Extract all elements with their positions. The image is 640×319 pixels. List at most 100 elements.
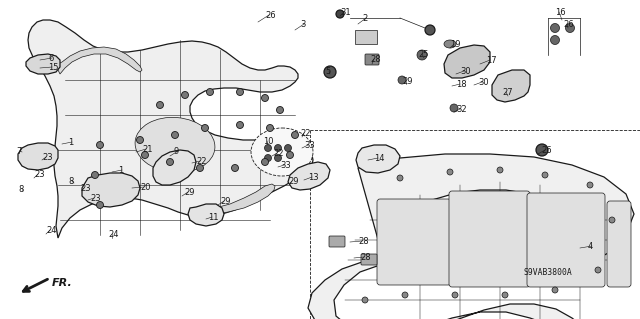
Circle shape: [237, 88, 243, 95]
Circle shape: [502, 292, 508, 298]
Polygon shape: [444, 45, 490, 78]
Text: 9: 9: [174, 147, 179, 156]
Text: 22: 22: [300, 129, 310, 138]
Text: 24: 24: [46, 226, 56, 235]
Polygon shape: [18, 143, 58, 170]
Circle shape: [291, 131, 298, 138]
Text: 33: 33: [280, 161, 291, 170]
Circle shape: [550, 35, 559, 44]
Circle shape: [266, 124, 273, 131]
Circle shape: [141, 152, 148, 159]
Polygon shape: [308, 154, 634, 319]
Polygon shape: [192, 184, 275, 215]
Text: 3: 3: [300, 20, 305, 29]
Ellipse shape: [251, 128, 313, 176]
Circle shape: [92, 172, 99, 179]
Circle shape: [207, 88, 214, 95]
Text: 19: 19: [450, 40, 461, 49]
Text: 20: 20: [140, 183, 150, 192]
FancyBboxPatch shape: [365, 54, 379, 65]
Circle shape: [595, 267, 601, 273]
Text: 10: 10: [263, 137, 273, 146]
Text: 4: 4: [588, 242, 593, 251]
Circle shape: [336, 10, 344, 18]
Polygon shape: [356, 145, 400, 173]
Text: 7: 7: [16, 147, 21, 156]
Text: 33: 33: [304, 141, 315, 150]
Text: 16: 16: [555, 8, 566, 17]
Text: 28: 28: [360, 253, 371, 262]
FancyBboxPatch shape: [607, 201, 631, 287]
Text: 29: 29: [402, 77, 413, 86]
Polygon shape: [58, 47, 142, 74]
Text: 28: 28: [370, 55, 381, 64]
Circle shape: [275, 154, 282, 161]
Text: 29: 29: [184, 188, 195, 197]
Circle shape: [566, 24, 575, 33]
Text: 21: 21: [142, 145, 152, 154]
Circle shape: [196, 165, 204, 172]
Circle shape: [157, 101, 163, 108]
Text: 26: 26: [265, 11, 276, 20]
Text: 26: 26: [563, 20, 573, 29]
Circle shape: [542, 172, 548, 178]
Circle shape: [397, 175, 403, 181]
Text: 23: 23: [34, 170, 45, 179]
Text: 29: 29: [288, 177, 298, 186]
Circle shape: [417, 50, 427, 60]
Text: 13: 13: [308, 173, 319, 182]
Circle shape: [262, 94, 269, 101]
Text: 17: 17: [486, 56, 497, 65]
FancyBboxPatch shape: [527, 193, 605, 287]
Circle shape: [447, 169, 453, 175]
Circle shape: [324, 66, 336, 78]
Circle shape: [536, 144, 548, 156]
Circle shape: [550, 24, 559, 33]
Ellipse shape: [135, 117, 215, 173]
Text: 31: 31: [340, 8, 351, 17]
Text: 27: 27: [502, 88, 513, 97]
Circle shape: [172, 131, 179, 138]
Circle shape: [497, 167, 503, 173]
Circle shape: [262, 159, 269, 166]
Circle shape: [552, 287, 558, 293]
Circle shape: [232, 165, 239, 172]
Text: 6: 6: [48, 54, 53, 63]
Text: 2: 2: [362, 14, 367, 23]
Circle shape: [136, 137, 143, 144]
Circle shape: [450, 104, 458, 112]
Text: 1: 1: [118, 166, 124, 175]
Text: 23: 23: [90, 194, 100, 203]
Polygon shape: [26, 54, 60, 74]
Circle shape: [398, 76, 406, 84]
Text: 30: 30: [460, 67, 470, 76]
Text: 14: 14: [374, 154, 385, 163]
Circle shape: [264, 145, 271, 152]
Polygon shape: [288, 162, 330, 190]
Polygon shape: [28, 20, 313, 238]
Text: 24: 24: [108, 230, 118, 239]
Text: S9VAB3800A: S9VAB3800A: [524, 268, 573, 277]
Polygon shape: [188, 204, 224, 226]
Text: 15: 15: [48, 63, 58, 72]
Circle shape: [402, 292, 408, 298]
Bar: [355, 30, 377, 44]
Circle shape: [285, 145, 291, 152]
Polygon shape: [153, 150, 196, 185]
Text: 25: 25: [418, 50, 429, 59]
Polygon shape: [492, 70, 530, 102]
Circle shape: [362, 297, 368, 303]
Circle shape: [264, 154, 271, 161]
Text: 22: 22: [273, 149, 284, 158]
Circle shape: [276, 107, 284, 114]
Circle shape: [166, 159, 173, 166]
Text: 29: 29: [220, 197, 230, 206]
FancyBboxPatch shape: [361, 254, 377, 265]
Text: 32: 32: [456, 105, 467, 114]
Text: 11: 11: [208, 213, 218, 222]
Text: 23: 23: [42, 153, 52, 162]
FancyBboxPatch shape: [377, 199, 451, 285]
Circle shape: [425, 25, 435, 35]
Text: FR.: FR.: [52, 278, 73, 288]
Circle shape: [609, 217, 615, 223]
